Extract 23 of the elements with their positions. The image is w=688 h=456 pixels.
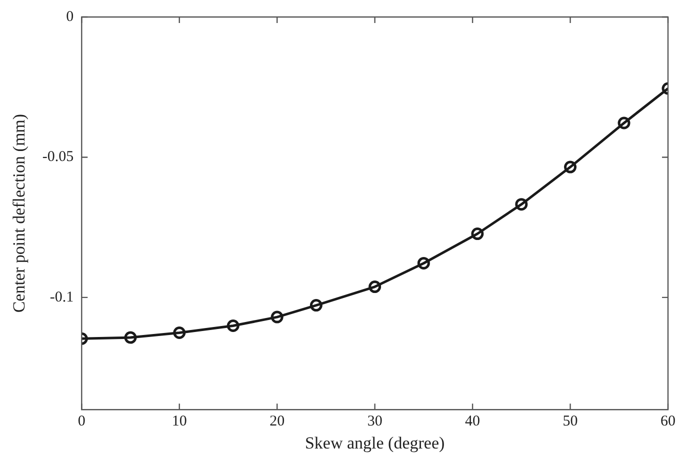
y-tick-label: -0.05 [42, 149, 74, 166]
x-tick-label: 60 [660, 414, 676, 430]
point [515, 198, 528, 211]
point [618, 116, 630, 130]
point [124, 331, 137, 344]
y-tick-label: 0 [66, 8, 74, 25]
point [173, 326, 186, 340]
point [270, 310, 284, 324]
x-tick-label: 40 [465, 414, 480, 430]
point [417, 256, 430, 270]
x-tick-label: 20 [270, 414, 285, 430]
point [368, 280, 382, 294]
x-tick-label: 10 [172, 414, 187, 430]
x-tick-label: 0 [78, 414, 86, 430]
point [471, 228, 484, 240]
point [226, 320, 240, 332]
point [564, 160, 577, 174]
point [310, 299, 322, 312]
x-tick-label: 30 [367, 414, 382, 430]
y-axis-title: Center point deflection (mm) [10, 114, 29, 313]
x-axis-title: Skew angle (degree) [304, 433, 445, 452]
y-tick-label: -0.1 [50, 289, 74, 306]
x-tick-label: 50 [562, 414, 578, 430]
